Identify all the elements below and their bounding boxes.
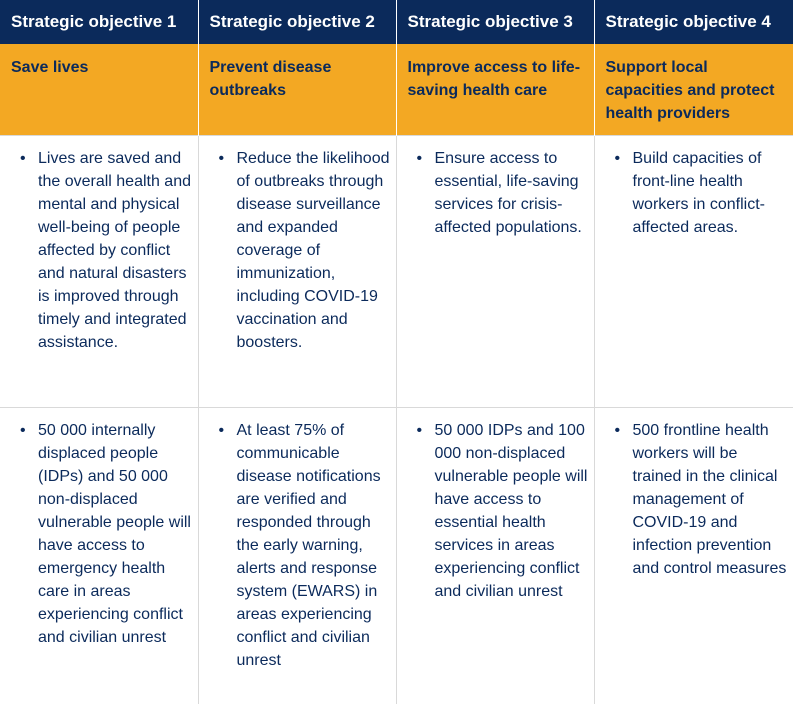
list-item: • 50 000 internally displaced people (ID… bbox=[0, 419, 192, 649]
bullet-list: • At least 75% of communicable disease n… bbox=[199, 419, 390, 672]
objective-3-target-cell: • 50 000 IDPs and 100 000 non-displaced … bbox=[395, 406, 595, 704]
bullet-icon: • bbox=[416, 149, 423, 167]
bullet-icon: • bbox=[614, 149, 621, 167]
objective-1-target-cell: • 50 000 internally displaced people (ID… bbox=[0, 406, 199, 704]
objective-1-target: 50 000 internally displaced people (IDPs… bbox=[38, 421, 191, 646]
list-item: • At least 75% of communicable disease n… bbox=[199, 419, 390, 672]
bullet-icon: • bbox=[20, 421, 26, 439]
list-item: • Ensure access to essential, life-savin… bbox=[397, 147, 588, 239]
objective-4-description-cell: • Build capacities of front-line health … bbox=[593, 134, 793, 408]
bullet-list: • Build capacities of front-line health … bbox=[595, 147, 788, 239]
objective-4-description: Build capacities of front-line health wo… bbox=[632, 149, 765, 236]
list-item: • Reduce the likelihood of outbreaks thr… bbox=[199, 147, 390, 354]
objective-3-target: 50 000 IDPs and 100 000 non-displaced vu… bbox=[434, 421, 588, 600]
objective-target-row: • 50 000 internally displaced people (ID… bbox=[0, 406, 793, 704]
objective-1-heading: Strategic objective 1 bbox=[0, 0, 199, 44]
objective-2-target-cell: • At least 75% of communicable disease n… bbox=[197, 406, 397, 704]
objective-2-target: At least 75% of communicable disease not… bbox=[236, 421, 381, 669]
list-item: • 50 000 IDPs and 100 000 non-displaced … bbox=[397, 419, 588, 603]
objective-subtitle-row: Save lives Prevent disease outbreaks Imp… bbox=[0, 44, 793, 135]
bullet-list: • 50 000 IDPs and 100 000 non-displaced … bbox=[397, 419, 588, 603]
objective-2-description-cell: • Reduce the likelihood of outbreaks thr… bbox=[197, 134, 397, 408]
list-item: • Lives are saved and the overall health… bbox=[0, 147, 192, 354]
objective-2-description: Reduce the likelihood of outbreaks throu… bbox=[236, 149, 390, 351]
bullet-list: • 500 frontline health workers will be t… bbox=[595, 419, 788, 580]
objective-heading-row: Strategic objective 1 Strategic objectiv… bbox=[0, 0, 793, 44]
objective-3-description-cell: • Ensure access to essential, life-savin… bbox=[395, 134, 595, 408]
objective-4-heading: Strategic objective 4 bbox=[593, 0, 793, 44]
bullet-list: • 50 000 internally displaced people (ID… bbox=[0, 419, 192, 649]
objective-3-description: Ensure access to essential, life-saving … bbox=[434, 149, 582, 236]
objective-4-subtitle: Support local capacities and protect hea… bbox=[593, 44, 793, 135]
objective-3-subtitle: Improve access to life-saving health car… bbox=[395, 44, 595, 135]
bullet-list: • Ensure access to essential, life-savin… bbox=[397, 147, 588, 239]
objective-2-heading: Strategic objective 2 bbox=[197, 0, 397, 44]
bullet-icon: • bbox=[416, 421, 423, 439]
bullet-list: • Reduce the likelihood of outbreaks thr… bbox=[199, 147, 390, 354]
objective-1-description-cell: • Lives are saved and the overall health… bbox=[0, 134, 199, 408]
objective-4-target-cell: • 500 frontline health workers will be t… bbox=[593, 406, 793, 704]
bullet-icon: • bbox=[614, 421, 621, 439]
objective-4-target: 500 frontline health workers will be tra… bbox=[632, 421, 787, 577]
objective-2-subtitle: Prevent disease outbreaks bbox=[197, 44, 397, 135]
list-item: • 500 frontline health workers will be t… bbox=[595, 419, 788, 580]
bullet-icon: • bbox=[218, 421, 225, 439]
objective-3-heading: Strategic objective 3 bbox=[395, 0, 595, 44]
bullet-list: • Lives are saved and the overall health… bbox=[0, 147, 192, 354]
objective-description-row: • Lives are saved and the overall health… bbox=[0, 134, 793, 408]
list-item: • Build capacities of front-line health … bbox=[595, 147, 788, 239]
bullet-icon: • bbox=[218, 149, 225, 167]
objective-1-subtitle: Save lives bbox=[0, 44, 199, 135]
objective-1-description: Lives are saved and the overall health a… bbox=[38, 149, 191, 351]
bullet-icon: • bbox=[20, 149, 26, 167]
